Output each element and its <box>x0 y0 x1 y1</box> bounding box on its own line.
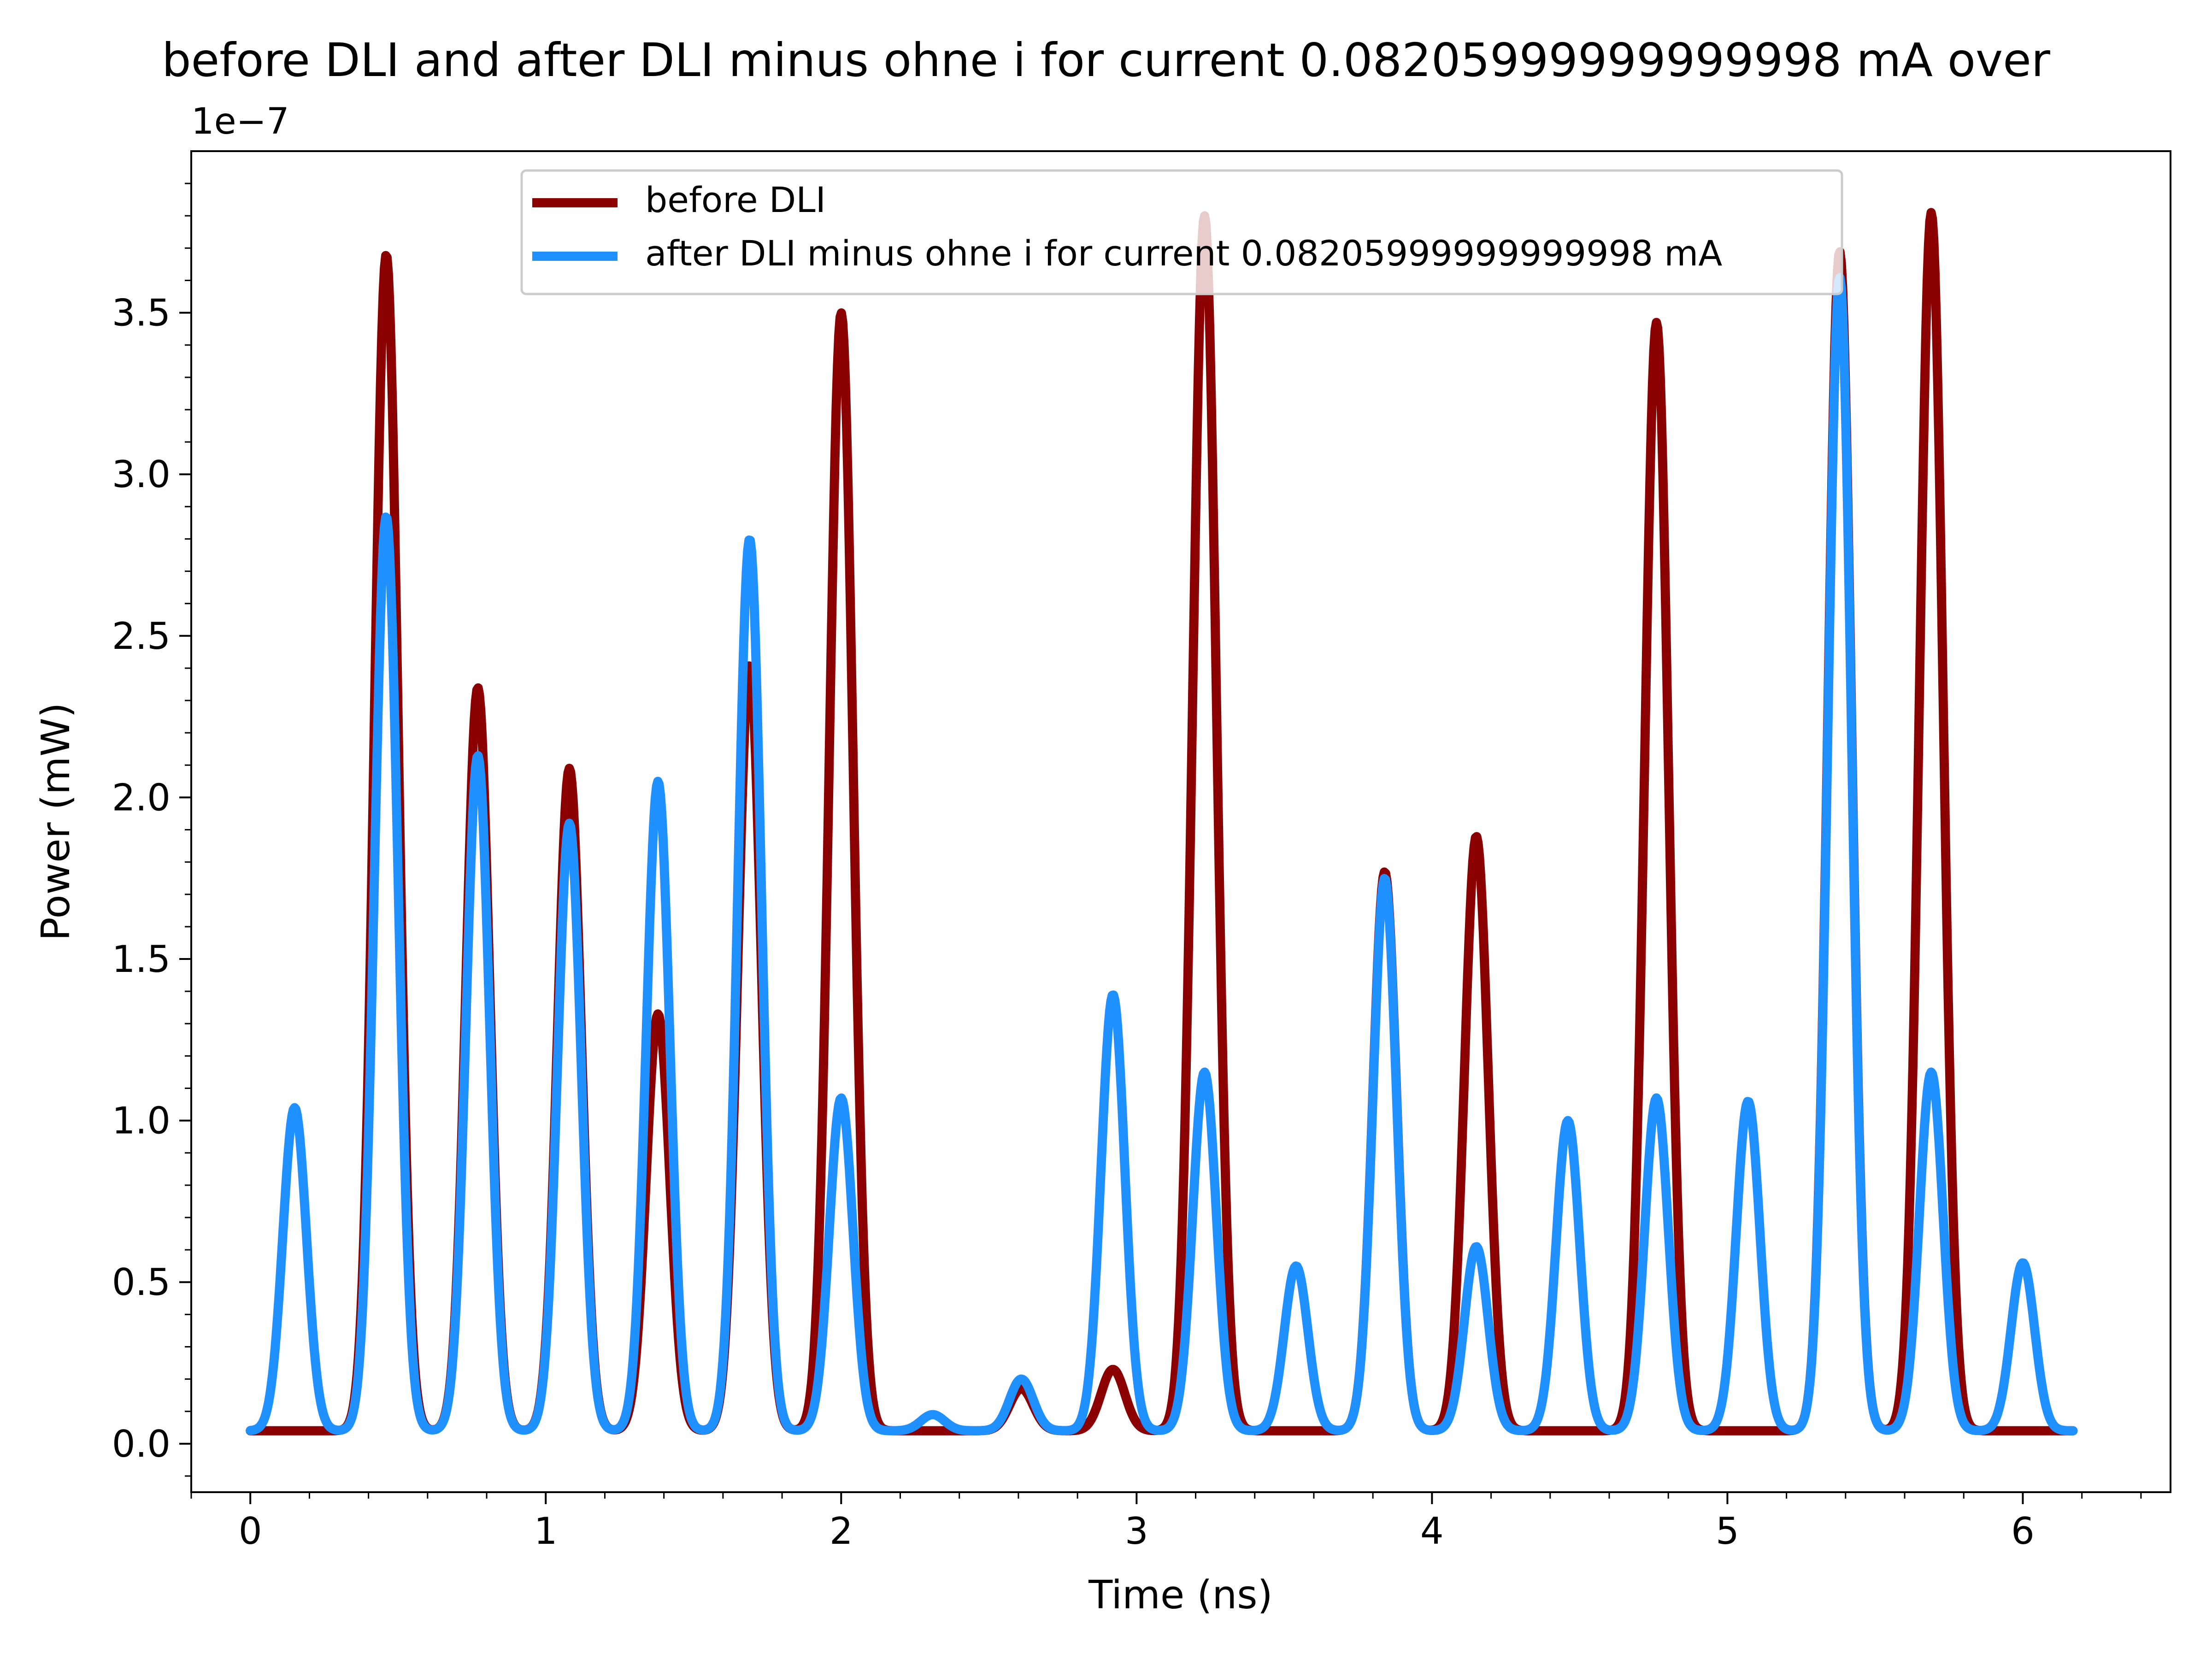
legend-box <box>520 169 1843 295</box>
series-line-1 <box>246 273 2078 1435</box>
plot-frame <box>190 150 2171 1493</box>
y-tick-label: 3.5 <box>112 292 171 335</box>
y-tick-label: 0.5 <box>112 1261 171 1304</box>
legend: before DLI after DLI minus ohne i for cu… <box>520 169 1843 295</box>
y-tick-label: 1.0 <box>112 1100 171 1142</box>
x-tick-label: 6 <box>2011 1510 2035 1553</box>
chart-title: before DLI and after DLI minus ohne i fo… <box>162 33 2051 87</box>
y-axis-label: Power (mW) <box>33 702 79 941</box>
x-tick-label: 3 <box>1125 1510 1148 1553</box>
y-tick-label: 0.0 <box>112 1423 171 1465</box>
y-tick-label: 3.0 <box>112 453 171 496</box>
legend-label-after-dli: after DLI minus ohne i for current 0.082… <box>645 233 1722 274</box>
y-tick-label: 1.5 <box>112 938 171 981</box>
x-axis: 0 1 2 3 4 5 6 <box>190 1492 2142 1553</box>
y-axis-offset-label: 1e−7 <box>191 101 289 142</box>
y-tick-label: 2.5 <box>112 615 171 658</box>
x-tick-label: 5 <box>1716 1510 1739 1553</box>
x-axis-label: Time (ns) <box>1088 1572 1273 1618</box>
x-tick-label: 4 <box>1420 1510 1444 1553</box>
plot-lines <box>246 208 2078 1435</box>
x-tick-label: 2 <box>830 1510 853 1553</box>
legend-label-before-dli: before DLI <box>645 179 826 220</box>
x-tick-label: 0 <box>239 1510 262 1553</box>
y-tick-label: 2.0 <box>112 776 171 819</box>
x-tick-label: 1 <box>534 1510 558 1553</box>
y-axis: 0.0 0.5 1.0 1.5 2.0 2.5 3.0 3.5 <box>112 182 191 1477</box>
